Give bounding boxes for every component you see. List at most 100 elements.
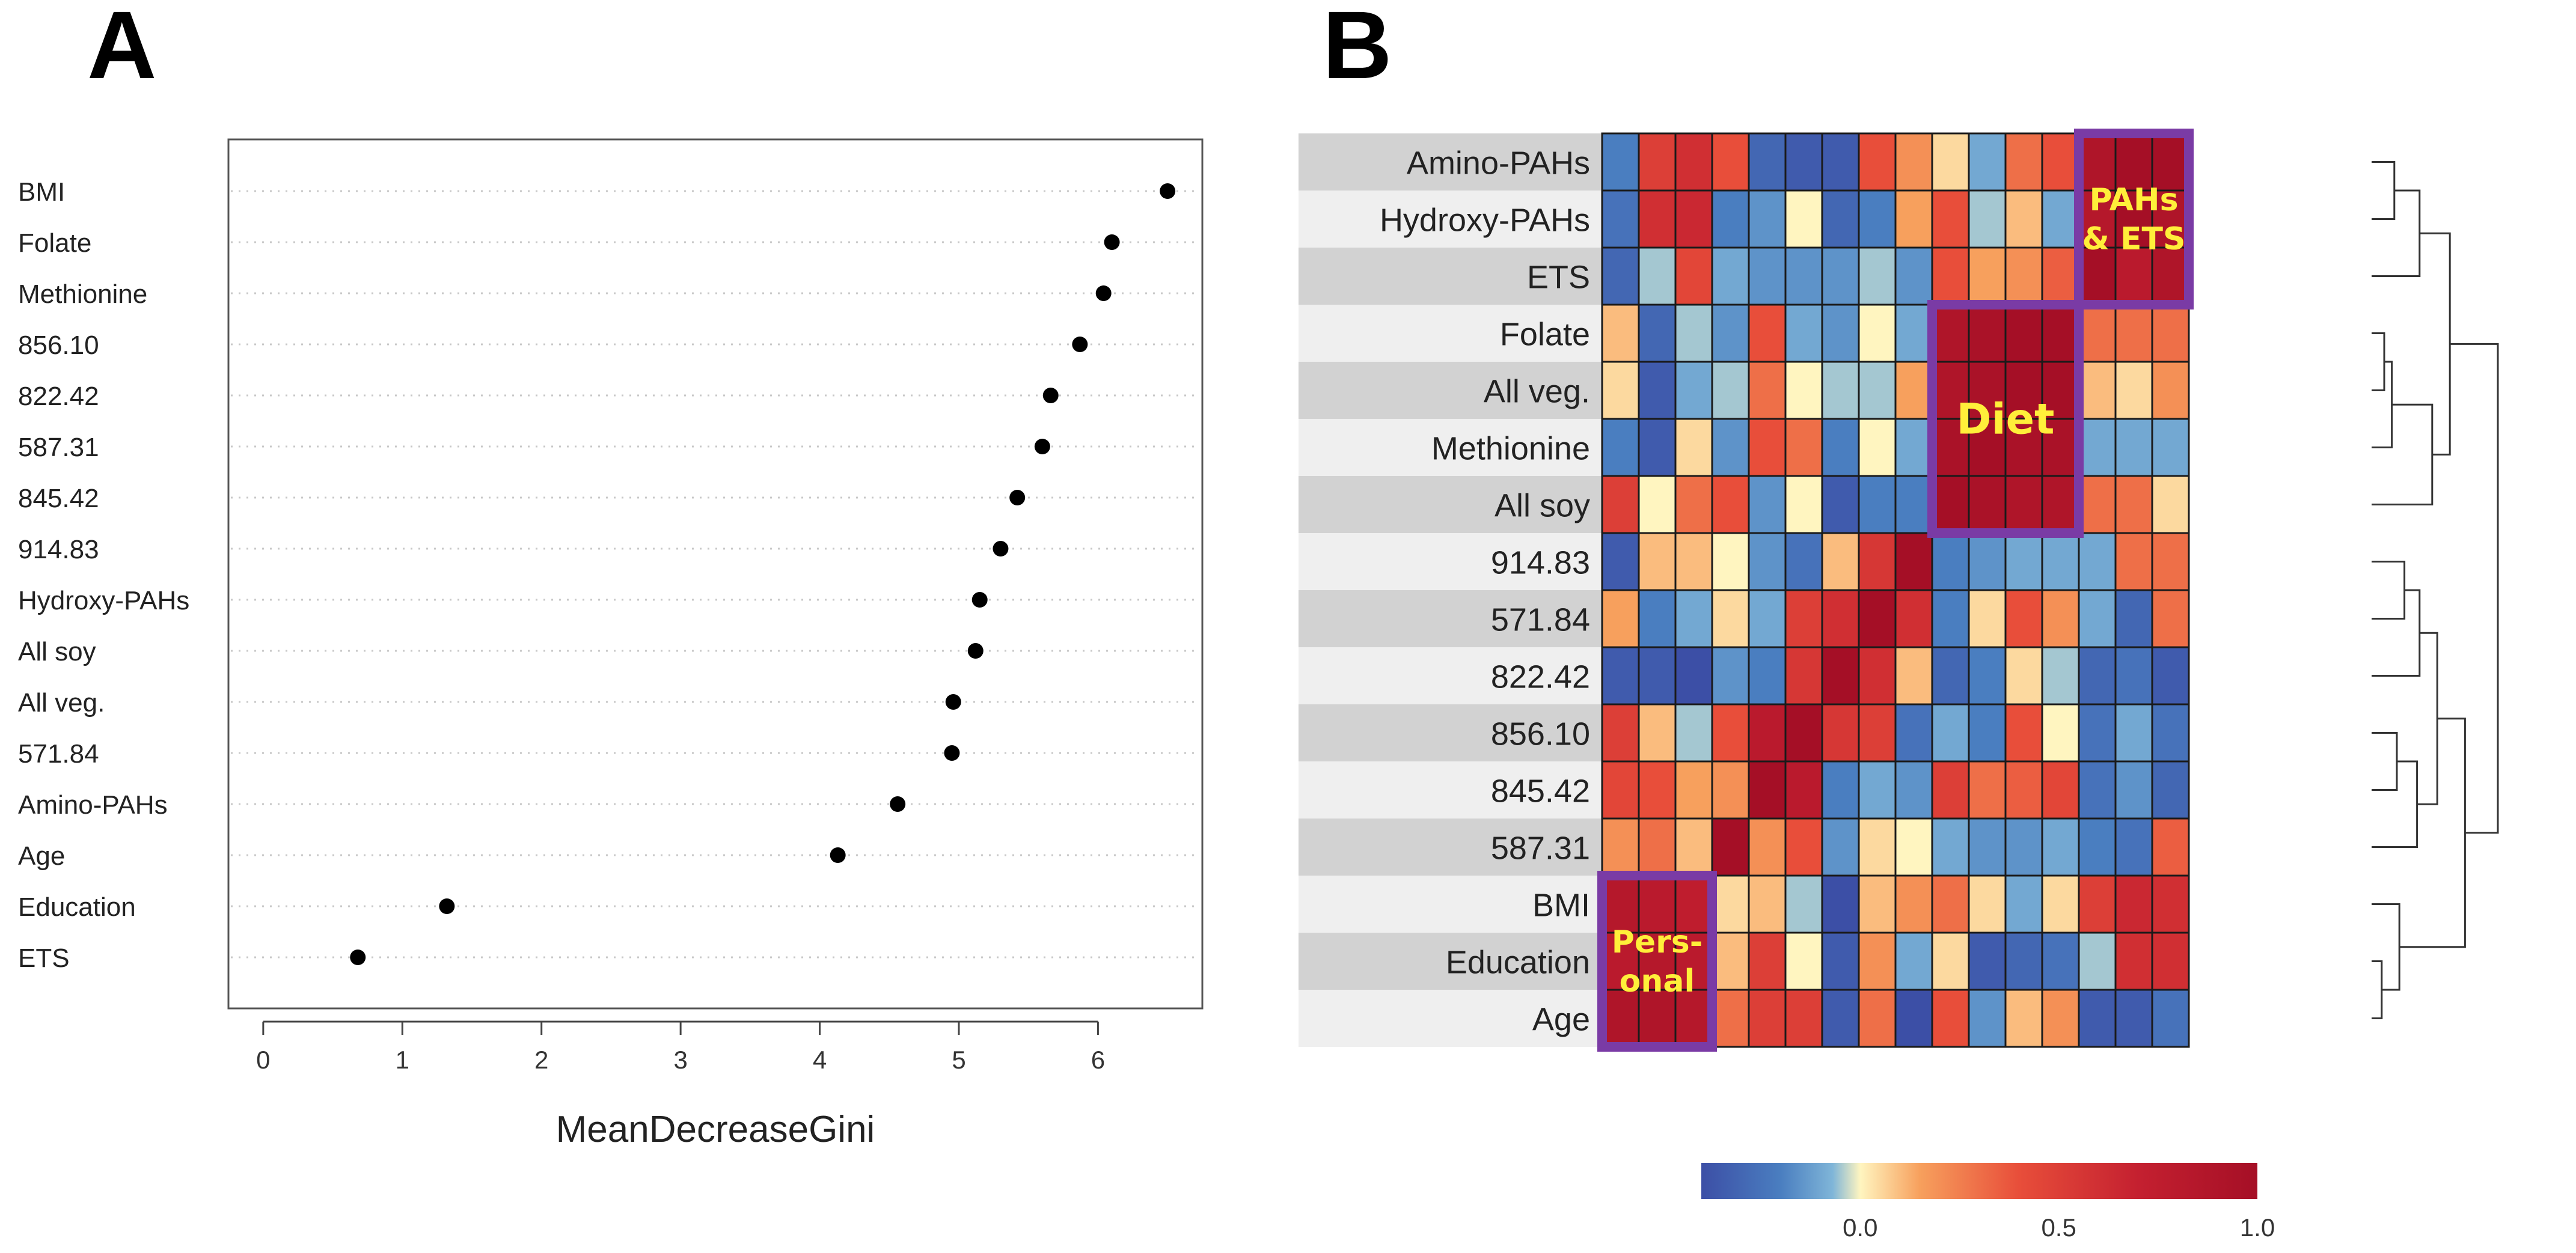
heatmap-cell-all-soy-845-42 [1748,475,1787,534]
heatmap-row-label-845-42: 845.42 [1491,773,1590,809]
heatmap-cell-822-42-914-83 [1894,646,1933,706]
row-band-hydroxy-pahs [1299,191,1602,248]
heatmap-cell-all-soy-587-31 [1711,475,1750,534]
heatmap-row-label-folate: Folate [1500,317,1590,353]
heatmap-cell-ets-845-42 [1748,246,1787,306]
heatmap-cell-ets-amino-pahs [2151,246,2190,306]
row-label-587-31: 587.31 [18,433,99,462]
dot-chart-frame [227,138,1204,1010]
heatmap-cell-571-84-bmi [1674,589,1713,648]
heatmap-cell-all-veg-914-83 [1894,361,1933,420]
heatmap-cell-all-soy-hydroxy-pahs [2114,475,2153,534]
heatmap-cell-914-83-845-42 [1748,532,1787,591]
heatmap-cell-587-31-folate [2041,817,2080,877]
heatmap-cell-all-veg-ets [2078,361,2117,420]
heatmap-cell-all-veg-age [1601,361,1640,420]
heatmap-cell-hydroxy-pahs-587-31 [1711,189,1750,249]
heatmap-cell-856-10-all-soy [1931,703,1970,763]
region-box-diet [1927,300,2084,538]
colorbar: 0.0 0.5 1.0 [1701,1163,2275,1242]
heatmap-cell-587-31-587-31 [1711,817,1750,877]
heatmap-cell-all-veg-folate [2041,361,2080,420]
heatmap-cell-amino-pahs-571-84 [1858,132,1897,192]
heatmap-cell-education-hydroxy-pahs [2114,931,2153,991]
heatmap-cell-education-folate [2041,931,2080,991]
row-label-ets: ETS [18,944,70,973]
heatmap-cell-822-42-education [1638,646,1677,706]
heatmap-row-label-age: Age [1532,1002,1590,1038]
dendrogram-branch-n1415 [2372,960,2383,1019]
heatmap-row-label-822-42: 822.42 [1491,659,1590,695]
heatmap-cell-hydroxy-pahs-571-84 [1858,189,1897,249]
heatmap-cell-all-veg-hydroxy-pahs [2114,361,2153,420]
row-band-all-soy [1299,476,1602,533]
heatmap-cell-age-571-84 [1858,989,1897,1048]
heatmap-cell-amino-pahs-856-10 [1784,132,1823,192]
heatmap-cell-ets-914-83 [1894,246,1933,306]
heatmap-row-label-all-veg: All veg. [1484,374,1590,410]
heatmap-cell-ets-822-42 [1821,246,1860,306]
heatmap-cell-845-42-methionine [1968,760,2007,820]
row-label-hydroxy-pahs: Hydroxy-PAHs [18,586,189,615]
heatmap-cell-587-31-822-42 [1821,817,1860,877]
heatmap-cell-571-84-methionine [1968,589,2007,648]
heatmap-cell-education-all-soy [1931,931,1970,991]
heatmap-cell-914-83-856-10 [1784,532,1823,591]
heatmap-cell-age-hydroxy-pahs [2114,989,2153,1048]
heatmap-cell-age-folate [2041,989,2080,1048]
heatmap-cell-all-soy-all-veg [2004,475,2043,534]
row-band-914-83 [1299,533,1602,590]
heatmap-cell-ets-856-10 [1784,246,1823,306]
heatmap-cell-ets-all-soy [1931,246,1970,306]
point-571-84 [944,745,960,761]
row-band-856-10 [1299,704,1602,761]
heatmap-cell-hydroxy-pahs-hydroxy-pahs [2114,189,2153,249]
heatmap-cell-folate-amino-pahs [2151,303,2190,363]
heatmap-cell-amino-pahs-587-31 [1711,132,1750,192]
heatmap-row-label-education: Education [1446,945,1590,981]
heatmap-cell-571-84-all-soy [1931,589,1970,648]
heatmap-cell-all-soy-914-83 [1894,475,1933,534]
heatmap-cell-587-31-856-10 [1784,817,1823,877]
heatmap-cell-folate-845-42 [1748,303,1787,363]
heatmap-cell-845-42-bmi [1674,760,1713,820]
heatmap-cell-bmi-856-10 [1784,874,1823,934]
row-band-ets [1299,248,1602,305]
dendrogram-branch-n715 [2399,718,2466,948]
dot-chart-points [350,183,1176,965]
dot-chart-x-axis-title: MeanDecreaseGini [556,1109,875,1150]
heatmap-cell-all-veg-822-42 [1821,361,1860,420]
dot-chart-row-labels: BMI Folate Methionine 856.10 822.42 587.31 845… [18,177,189,973]
heatmap-cell-587-31-bmi [1674,817,1713,877]
heatmap-row-label-571-84: 571.84 [1491,602,1590,638]
heatmap-cell-age-amino-pahs [2151,989,2190,1048]
heatmap-cell-845-42-all-veg [2004,760,2043,820]
row-band-all-veg [1299,362,1602,419]
heatmap-cell-587-31-845-42 [1748,817,1787,877]
heatmap-cell-hydroxy-pahs-914-83 [1894,189,1933,249]
heatmap-cell-914-83-folate [2041,532,2080,591]
heatmap-cell-587-31-all-soy [1931,817,1970,877]
heatmap-cell-all-soy-methionine [1968,475,2007,534]
heatmap-cell-bmi-all-veg [2004,874,2043,934]
heatmap-cell-856-10-bmi [1674,703,1713,763]
heatmap-cell-856-10-856-10 [1784,703,1823,763]
heatmap-cell-folate-bmi [1674,303,1713,363]
heatmap-cell-hydroxy-pahs-methionine [1968,189,2007,249]
heatmap-cell-845-42-age [1601,760,1640,820]
row-band-methionine [1299,419,1602,476]
dot-chart-guides [231,190,1200,959]
heatmap-cell-822-42-ets [2078,646,2117,706]
row-label-822-42: 822.42 [18,382,99,411]
point-914-83 [993,541,1009,556]
row-label-age: Age [18,841,65,871]
heatmap-cell-age-856-10 [1784,989,1823,1048]
colorbar-tick-label-0-0: 0.0 [1843,1213,1877,1242]
heatmap-cell-education-bmi [1674,931,1713,991]
heatmap-cell-education-822-42 [1821,931,1860,991]
heatmap-cell-914-83-bmi [1674,532,1713,591]
heatmap-cell-all-veg-amino-pahs [2151,361,2190,420]
heatmap-cell-ets-education [1638,246,1677,306]
heatmap-cell-age-ets [2078,989,2117,1048]
row-band-822-42 [1299,647,1602,704]
